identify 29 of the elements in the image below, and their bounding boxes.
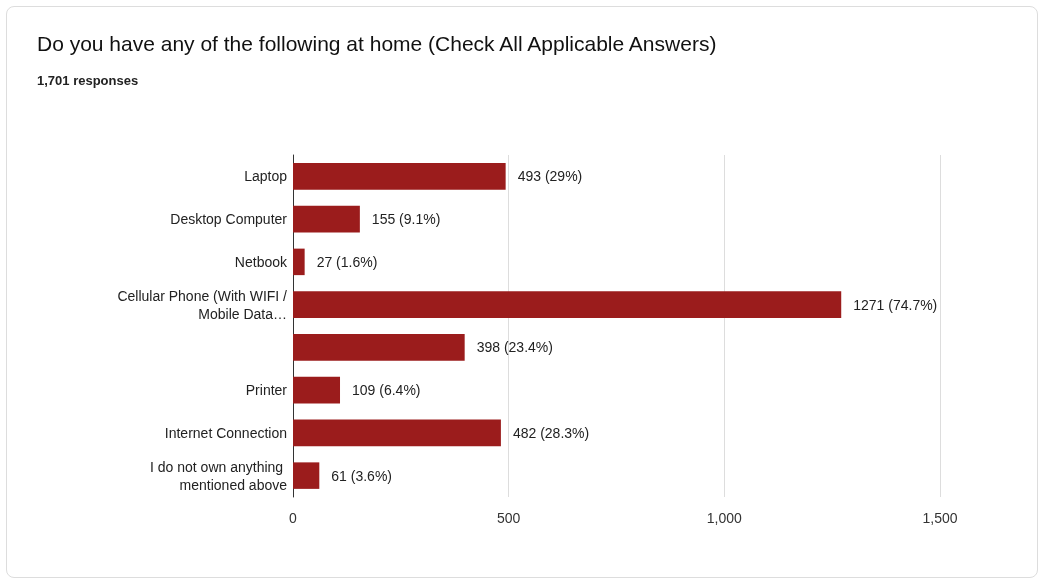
chart-title: Do you have any of the following at home (Check All Applicable Answers) (37, 32, 717, 55)
x-tick-label: 1,500 (922, 510, 958, 526)
y-tick-label: Netbook (234, 253, 288, 270)
data-label: 61 (3.6%) (331, 467, 393, 484)
y-tick-label: I do not own anything mentioned above (150, 458, 288, 493)
bar (293, 462, 320, 489)
y-tick-label: Internet Connection (164, 424, 287, 441)
y-tick-label: Laptop (244, 168, 288, 185)
data-label: 398 (23.4%) (476, 339, 553, 356)
x-tick-label: 1,000 (706, 510, 743, 526)
bar (293, 376, 341, 404)
y-tick-label: Cellular Phone (With WIFI / Mobile Data… (117, 287, 288, 322)
text: 1,701 responses (37, 73, 139, 88)
data-label: 493 (29%) (517, 168, 583, 185)
bar (293, 419, 501, 447)
data-label: 155 (9.1%) (371, 211, 441, 228)
bar (293, 205, 360, 233)
data-label: 27 (1.6%) (316, 253, 378, 270)
bar (293, 163, 506, 190)
bar (293, 291, 842, 318)
bar (293, 334, 465, 361)
y-tick-label: Printer (245, 382, 288, 399)
data-label: 482 (28.3%) (512, 424, 590, 441)
x-tick-label: 500 (496, 510, 521, 526)
x-tick-label: 0 (289, 510, 298, 526)
bar (293, 248, 305, 276)
data-label: 1271 (74.7%) (853, 296, 938, 313)
y-tick-label: Desktop Computer (170, 211, 288, 228)
data-label: 109 (6.4%) (352, 382, 421, 399)
